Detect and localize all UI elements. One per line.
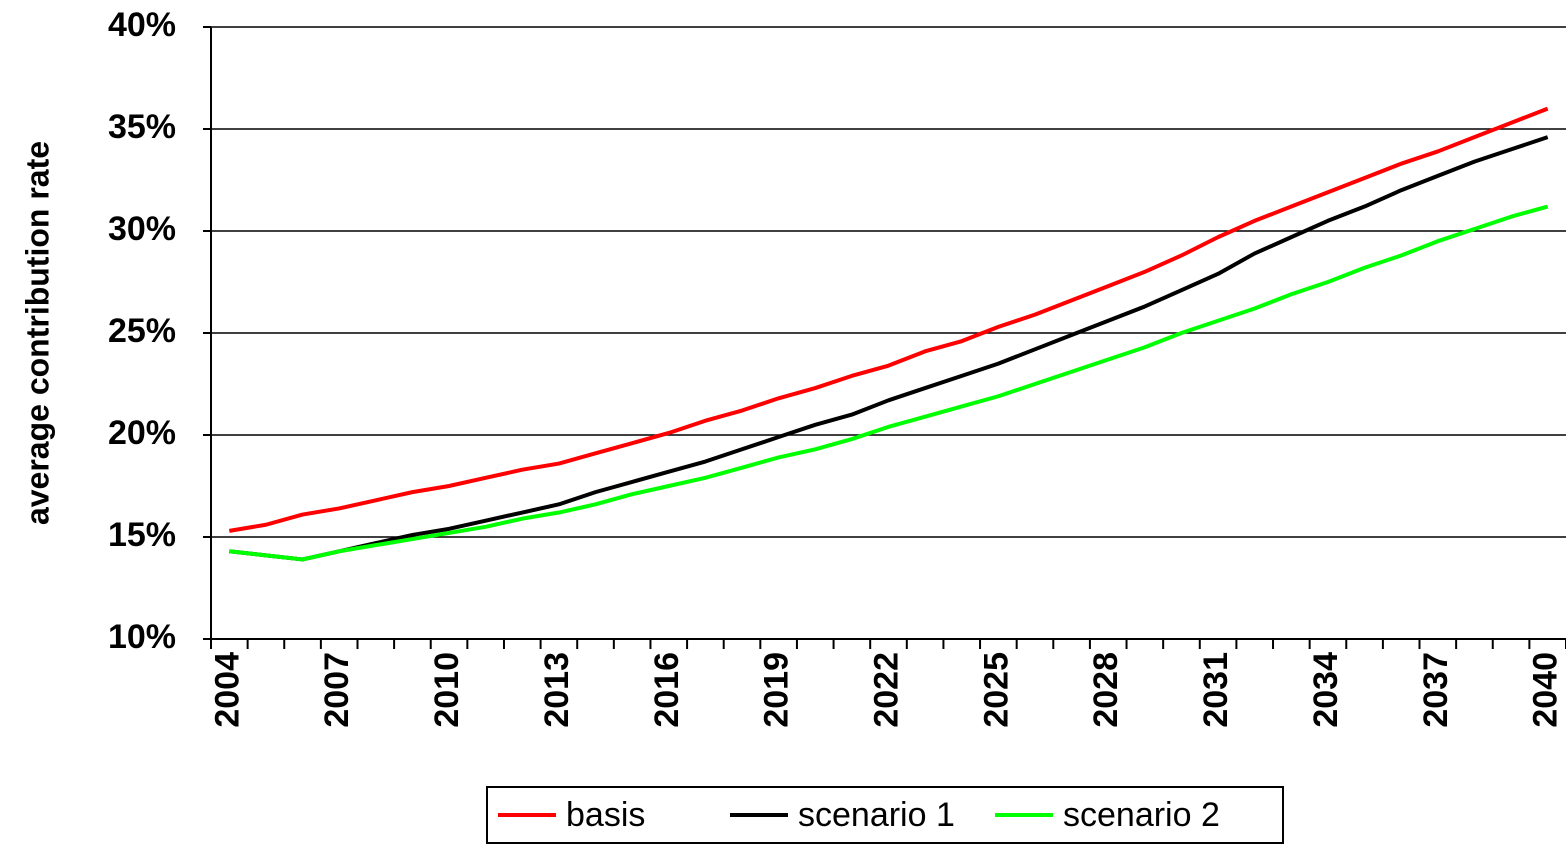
- x-tick-label: 2031: [1197, 652, 1235, 728]
- y-tick-label: 25%: [108, 312, 176, 350]
- series-line: [228, 106, 1549, 533]
- x-tick-label: 2013: [538, 652, 576, 728]
- legend-label: basis: [566, 796, 645, 834]
- series-line: [229, 204, 1549, 562]
- y-tick-label: 15%: [108, 516, 176, 554]
- x-tick-label: 2004: [208, 652, 246, 728]
- y-tick-label: 30%: [108, 210, 176, 248]
- x-tick-label: 2010: [428, 652, 466, 728]
- y-tick-label: 20%: [108, 414, 176, 452]
- y-tick-label: 35%: [108, 108, 176, 146]
- x-tick-label: 2022: [867, 652, 905, 728]
- legend-box: [486, 786, 1284, 844]
- x-tick-label: 2037: [1417, 652, 1455, 728]
- y-tick-label: 40%: [108, 6, 176, 44]
- x-tick-label: 2028: [1087, 652, 1125, 728]
- legend-label: scenario 2: [1063, 796, 1220, 834]
- legend-label: scenario 1: [798, 796, 955, 834]
- y-tick-label: 10%: [108, 618, 176, 656]
- x-tick-label: 2034: [1307, 652, 1345, 728]
- x-tick-label: 2025: [977, 652, 1015, 728]
- x-tick-label: 2019: [758, 652, 796, 728]
- y-axis-title: average contribution rate: [19, 141, 55, 525]
- x-tick-label: 2016: [648, 652, 686, 728]
- x-tick-label: 2007: [318, 652, 356, 728]
- x-tick-label: 2040: [1527, 652, 1565, 728]
- series-line: [229, 135, 1549, 562]
